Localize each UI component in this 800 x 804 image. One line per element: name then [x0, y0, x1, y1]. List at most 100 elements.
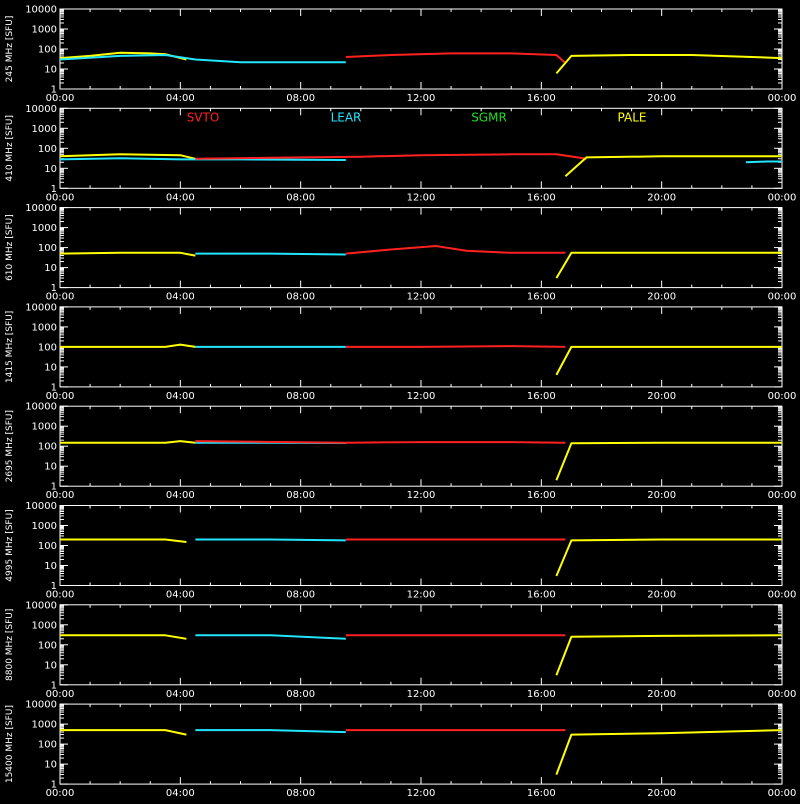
- y-tick-label: 100: [38, 640, 57, 651]
- y-tick-label: 10: [44, 561, 57, 572]
- series-line-pale: [556, 55, 782, 73]
- x-tick-label: 16:00: [527, 93, 556, 104]
- series-line-pale: [556, 635, 782, 675]
- x-tick-label: 00:00: [46, 93, 75, 104]
- legend-entry-sgmr: SGMR: [471, 110, 507, 124]
- y-tick-label: 10000: [25, 302, 57, 313]
- x-tick-label: 08:00: [286, 788, 315, 799]
- y-tick-label: 100: [38, 342, 57, 353]
- x-tick-label: 20:00: [647, 192, 676, 203]
- x-tick-label: 04:00: [166, 788, 195, 799]
- y-tick-label: 10: [44, 164, 57, 175]
- series-line-lear: [195, 730, 345, 732]
- panel-frame: [60, 406, 782, 486]
- x-tick-label: 00:00: [768, 93, 797, 104]
- y-tick-label: 10000: [25, 104, 57, 115]
- panel-frame: [60, 704, 782, 784]
- y-tick-label: 10: [44, 462, 57, 473]
- y-tick-label: 10: [44, 362, 57, 373]
- panel-frame: [60, 108, 782, 188]
- legend-entry-svto: SVTO: [187, 110, 220, 124]
- series-line-lear: [195, 540, 345, 541]
- y-axis-label: 610 MHz [SFU]: [5, 214, 15, 281]
- series-line-svto: [346, 346, 566, 347]
- y-axis-label: 8800 MHz [SFU]: [5, 609, 15, 681]
- series-line-lear: [195, 254, 345, 255]
- x-tick-label: 12:00: [407, 689, 436, 700]
- series-line-lear: [195, 635, 345, 639]
- series-line-lear: [60, 55, 346, 62]
- series-line-pale: [60, 540, 186, 543]
- y-tick-label: 1000: [32, 720, 57, 731]
- x-tick-label: 16:00: [527, 292, 556, 303]
- x-tick-label: 12:00: [407, 391, 436, 402]
- y-axis-label: 4995 MHz [SFU]: [5, 509, 15, 581]
- series-line-pale: [60, 253, 195, 256]
- y-tick-label: 100: [38, 740, 57, 751]
- x-tick-label: 00:00: [46, 391, 75, 402]
- panel-frame: [60, 605, 782, 685]
- y-tick-label: 10000: [25, 5, 57, 16]
- x-tick-label: 00:00: [46, 292, 75, 303]
- x-tick-label: 12:00: [407, 292, 436, 303]
- y-tick-label: 10: [44, 263, 57, 274]
- x-tick-label: 08:00: [286, 391, 315, 402]
- x-tick-label: 00:00: [768, 391, 797, 402]
- panel-frame: [60, 9, 782, 89]
- series-line-pale: [556, 443, 782, 481]
- y-tick-label: 100: [38, 442, 57, 453]
- x-tick-label: 04:00: [166, 93, 195, 104]
- y-axis-label: 1415 MHz [SFU]: [5, 311, 15, 383]
- x-tick-label: 16:00: [527, 391, 556, 402]
- x-tick-label: 00:00: [768, 689, 797, 700]
- x-tick-label: 00:00: [768, 192, 797, 203]
- x-tick-label: 00:00: [768, 788, 797, 799]
- y-tick-label: 10: [44, 660, 57, 671]
- y-tick-label: 100: [38, 541, 57, 552]
- series-line-svto: [346, 53, 566, 63]
- x-tick-label: 04:00: [166, 590, 195, 601]
- series-line-pale: [60, 730, 186, 735]
- x-tick-label: 00:00: [46, 490, 75, 501]
- y-axis-label: 245 MHz [SFU]: [5, 16, 15, 83]
- series-line-pale: [60, 345, 195, 347]
- x-tick-label: 08:00: [286, 93, 315, 104]
- x-tick-label: 08:00: [286, 192, 315, 203]
- legend-entry-lear: LEAR: [331, 110, 362, 124]
- series-line-pale: [556, 540, 782, 577]
- x-tick-label: 04:00: [166, 490, 195, 501]
- x-tick-label: 20:00: [647, 490, 676, 501]
- y-tick-label: 1000: [32, 422, 57, 433]
- y-tick-label: 1000: [32, 322, 57, 333]
- series-line-pale: [60, 441, 195, 443]
- x-tick-label: 00:00: [768, 590, 797, 601]
- y-tick-label: 100: [38, 144, 57, 155]
- x-tick-label: 12:00: [407, 490, 436, 501]
- x-tick-label: 20:00: [647, 93, 676, 104]
- x-tick-label: 08:00: [286, 292, 315, 303]
- x-tick-label: 04:00: [166, 391, 195, 402]
- x-tick-label: 04:00: [166, 292, 195, 303]
- x-tick-label: 20:00: [647, 391, 676, 402]
- x-tick-label: 16:00: [527, 788, 556, 799]
- x-tick-label: 20:00: [647, 788, 676, 799]
- series-line-lear: [746, 162, 782, 163]
- x-tick-label: 12:00: [407, 788, 436, 799]
- x-tick-label: 08:00: [286, 689, 315, 700]
- series-line-svto: [195, 441, 565, 443]
- y-tick-label: 1000: [32, 223, 57, 234]
- x-tick-label: 04:00: [166, 689, 195, 700]
- y-tick-label: 10000: [25, 203, 57, 214]
- x-tick-label: 00:00: [46, 689, 75, 700]
- x-tick-label: 20:00: [647, 590, 676, 601]
- y-axis-label: 2695 MHz [SFU]: [5, 410, 15, 482]
- x-tick-label: 16:00: [527, 192, 556, 203]
- x-tick-label: 00:00: [768, 292, 797, 303]
- y-axis-label: 410 MHz [SFU]: [5, 115, 15, 182]
- x-tick-label: 16:00: [527, 689, 556, 700]
- series-line-pale: [60, 635, 186, 639]
- y-tick-label: 10000: [25, 600, 57, 611]
- panel-frame: [60, 506, 782, 586]
- x-tick-label: 20:00: [647, 689, 676, 700]
